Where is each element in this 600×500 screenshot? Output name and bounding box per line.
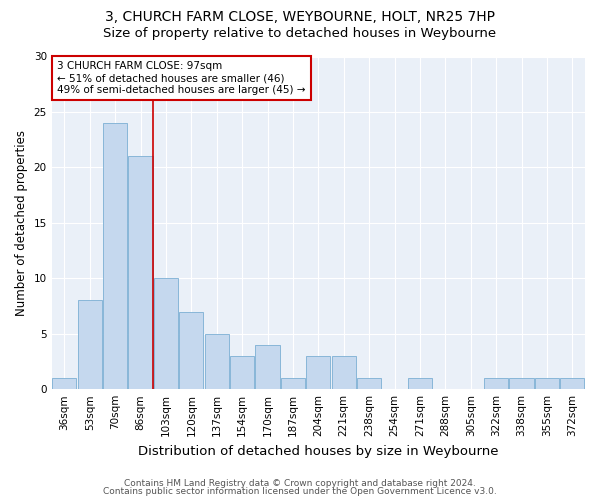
Bar [256,345,280,389]
Bar [484,378,508,389]
Bar [535,378,559,389]
Bar [332,356,356,389]
Bar [128,156,152,389]
Bar [509,378,533,389]
Bar [560,378,584,389]
Y-axis label: Number of detached properties: Number of detached properties [15,130,28,316]
Bar [205,334,229,389]
Bar [179,312,203,389]
Bar [281,378,305,389]
Bar [154,278,178,389]
Bar [357,378,381,389]
X-axis label: Distribution of detached houses by size in Weybourne: Distribution of detached houses by size … [138,444,499,458]
Bar [230,356,254,389]
Bar [103,123,127,389]
Text: Contains HM Land Registry data © Crown copyright and database right 2024.: Contains HM Land Registry data © Crown c… [124,478,476,488]
Text: Contains public sector information licensed under the Open Government Licence v3: Contains public sector information licen… [103,487,497,496]
Bar [52,378,76,389]
Bar [408,378,432,389]
Bar [77,300,102,389]
Text: Size of property relative to detached houses in Weybourne: Size of property relative to detached ho… [103,28,497,40]
Bar [306,356,331,389]
Text: 3 CHURCH FARM CLOSE: 97sqm
← 51% of detached houses are smaller (46)
49% of semi: 3 CHURCH FARM CLOSE: 97sqm ← 51% of deta… [57,62,305,94]
Text: 3, CHURCH FARM CLOSE, WEYBOURNE, HOLT, NR25 7HP: 3, CHURCH FARM CLOSE, WEYBOURNE, HOLT, N… [105,10,495,24]
